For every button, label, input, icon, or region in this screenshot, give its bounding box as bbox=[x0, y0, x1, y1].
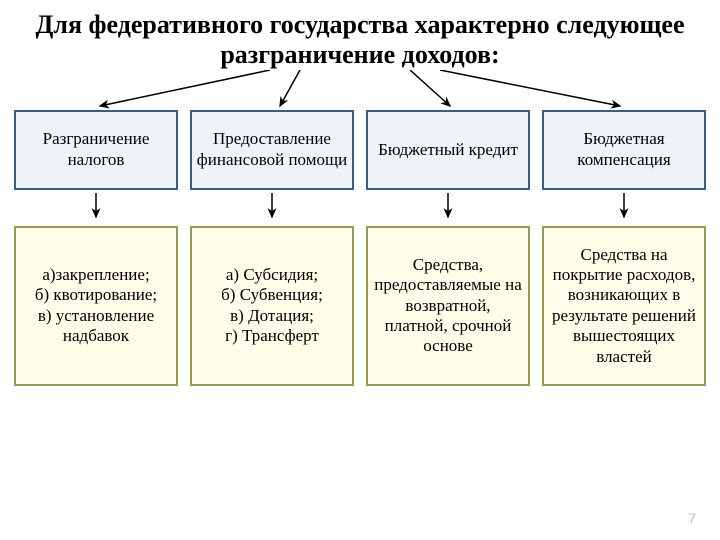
top-arrows bbox=[0, 70, 720, 110]
mid-arrow-4 bbox=[614, 190, 634, 226]
column-3: Бюджетный кредит Средства, предоставляем… bbox=[366, 110, 530, 386]
top-box-1: Разграничение налогов bbox=[14, 110, 178, 190]
bottom-box-3: Средства, предоставляемые на возвратной,… bbox=[366, 226, 530, 386]
bottom-box-4: Средства на покрытие расходов, возникающ… bbox=[542, 226, 706, 386]
mid-arrow-3 bbox=[438, 190, 458, 226]
top-box-4: Бюджетная компенсация bbox=[542, 110, 706, 190]
top-box-2: Предоставление финансовой помощи bbox=[190, 110, 354, 190]
top-box-3: Бюджетный кредит bbox=[366, 110, 530, 190]
mid-arrow-2 bbox=[262, 190, 282, 226]
column-1: Разграничение налогов а)закрепление; б) … bbox=[14, 110, 178, 386]
columns-row: Разграничение налогов а)закрепление; б) … bbox=[0, 110, 720, 386]
mid-arrow-1 bbox=[86, 190, 106, 226]
bottom-box-1: а)закрепление; б) квотирование; в) устан… bbox=[14, 226, 178, 386]
column-4: Бюджетная компенсация Средства на покрыт… bbox=[542, 110, 706, 386]
page-title: Для федеративного государства характерно… bbox=[0, 0, 720, 70]
top-arrows-container bbox=[0, 70, 720, 110]
page-number: 7 bbox=[688, 510, 696, 526]
column-2: Предоставление финансовой помощи а) Субс… bbox=[190, 110, 354, 386]
bottom-box-2: а) Субсидия; б) Субвенция; в) Дотация; г… bbox=[190, 226, 354, 386]
